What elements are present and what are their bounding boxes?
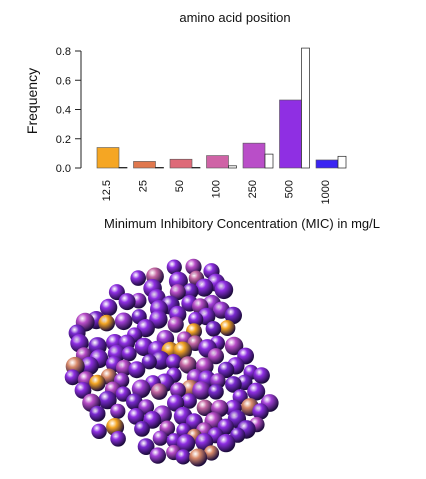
atom-sphere xyxy=(252,403,269,420)
atom-sphere xyxy=(182,283,199,300)
atom-spheres xyxy=(64,258,279,467)
atom-sphere xyxy=(165,354,182,370)
atom-sphere xyxy=(115,359,133,377)
chart-title: amino acid position xyxy=(179,10,290,25)
atom-sphere xyxy=(166,259,182,275)
atom-sphere xyxy=(179,356,197,374)
bar-series2-500 xyxy=(301,47,310,169)
atom-sphere xyxy=(167,316,184,333)
bar-series1-500 xyxy=(279,99,302,169)
y-tick-label: 0.4 xyxy=(56,105,71,117)
atom-sphere xyxy=(127,408,145,425)
bar-chart: amino acid position 0.0 0.2 0.4 0.6 0.8 Freq… xyxy=(24,10,380,231)
atom-sphere xyxy=(170,382,186,399)
atom-sphere xyxy=(207,348,224,365)
atom-sphere xyxy=(188,311,204,328)
atom-sphere xyxy=(149,447,166,464)
atom-sphere xyxy=(98,390,117,410)
atom-sphere xyxy=(217,361,235,379)
atom-sphere xyxy=(74,382,92,399)
x-tick-label: 12.5 xyxy=(101,180,113,201)
bar-series1-12.5 xyxy=(96,147,120,169)
y-tick-label: 0.6 xyxy=(56,75,71,87)
y-tick-label: 0.2 xyxy=(56,134,71,146)
atom-sphere xyxy=(128,361,146,379)
atom-sphere xyxy=(137,438,155,455)
atom-sphere xyxy=(214,280,234,300)
bars xyxy=(96,47,347,169)
atom-sphere xyxy=(64,369,81,386)
bar-series1-1000 xyxy=(315,159,339,169)
atom-sphere xyxy=(247,382,266,401)
bar-series2-50 xyxy=(191,167,201,169)
atom-sphere xyxy=(253,367,270,384)
atom-sphere xyxy=(89,405,106,422)
x-axis-ticks: 12.5 25 50 100 250 500 1000 xyxy=(101,180,332,204)
atom-sphere xyxy=(189,448,208,467)
atom-sphere xyxy=(141,354,157,370)
atom-sphere xyxy=(99,298,118,317)
atom-sphere xyxy=(152,430,168,446)
atom-sphere xyxy=(118,293,136,311)
atom-sphere xyxy=(121,346,137,362)
y-tick-label: 0.0 xyxy=(56,163,71,175)
atom-sphere xyxy=(110,431,126,447)
y-axis: 0.0 0.2 0.4 0.6 0.8 xyxy=(56,46,81,175)
atom-sphere xyxy=(181,393,197,409)
atom-sphere xyxy=(225,376,242,393)
atom-sphere xyxy=(91,423,107,439)
atom-sphere xyxy=(89,374,106,392)
x-tick-label: 1000 xyxy=(320,180,332,204)
protein-structure-image xyxy=(64,258,279,467)
atom-sphere xyxy=(80,356,99,375)
bar-series2-100 xyxy=(228,165,237,169)
x-tick-label: 50 xyxy=(174,180,186,192)
bar-series2-1000 xyxy=(337,155,347,169)
atom-sphere xyxy=(196,399,214,416)
atom-sphere xyxy=(176,434,196,453)
x-tick-label: 500 xyxy=(284,180,296,198)
atom-sphere xyxy=(224,336,244,356)
bar-series1-50 xyxy=(169,158,193,169)
atom-sphere xyxy=(110,403,126,419)
atom-sphere xyxy=(203,445,220,461)
atom-sphere xyxy=(131,379,151,399)
x-axis-label: Minimum Inhibitory Concentration (MIC) i… xyxy=(104,216,380,231)
atom-sphere xyxy=(192,381,211,400)
atom-sphere xyxy=(216,433,236,453)
atom-sphere xyxy=(98,314,115,332)
atom-sphere xyxy=(134,421,150,437)
atom-sphere xyxy=(208,384,224,400)
bar-series2-25 xyxy=(155,167,164,169)
bar-series2-12.5 xyxy=(118,167,128,169)
atom-sphere xyxy=(169,284,186,301)
atom-sphere xyxy=(175,449,191,465)
x-tick-label: 250 xyxy=(247,180,259,198)
x-tick-label: 100 xyxy=(211,180,223,198)
atom-sphere xyxy=(219,320,236,336)
atom-sphere xyxy=(167,394,185,412)
atom-sphere xyxy=(130,270,146,286)
y-tick-label: 0.8 xyxy=(56,46,71,58)
bar-series2-250 xyxy=(264,153,274,169)
atom-sphere xyxy=(195,278,214,297)
atom-sphere xyxy=(114,312,133,331)
atom-sphere xyxy=(205,321,222,337)
bar-series1-25 xyxy=(133,161,156,169)
atom-sphere xyxy=(224,306,242,325)
bar-series1-100 xyxy=(206,155,229,169)
y-axis-label: Frequency xyxy=(24,68,40,134)
bar-series1-250 xyxy=(242,142,266,169)
x-tick-label: 25 xyxy=(138,180,150,192)
atom-sphere xyxy=(150,383,168,400)
